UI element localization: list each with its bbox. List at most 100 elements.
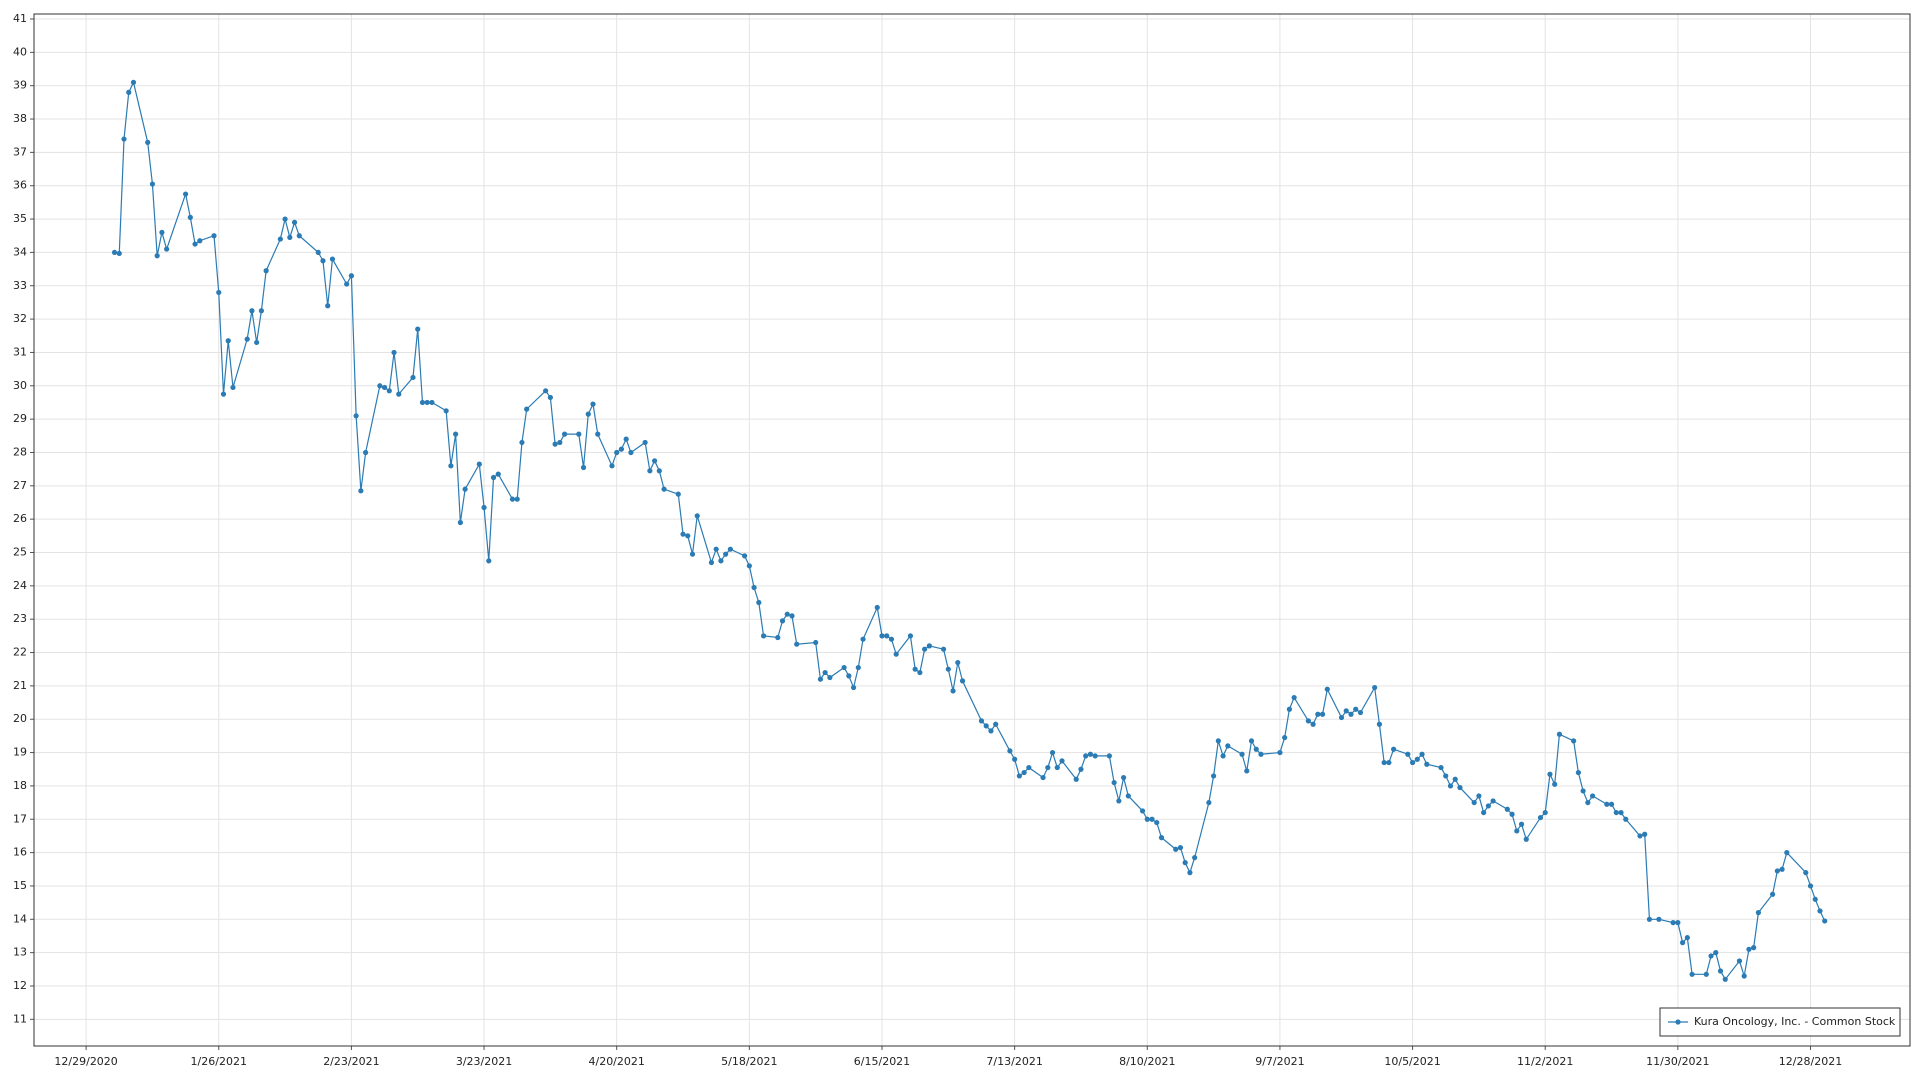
marker	[874, 604, 880, 611]
marker	[1405, 751, 1411, 757]
marker	[751, 584, 757, 591]
marker	[718, 558, 724, 564]
marker	[1457, 784, 1463, 791]
y-tick-label: 35	[13, 212, 27, 225]
y-tick-label: 40	[13, 45, 27, 58]
x-tick-label: 9/7/2021	[1255, 1055, 1304, 1068]
marker	[822, 669, 828, 676]
marker	[1187, 870, 1193, 876]
marker	[116, 250, 122, 257]
y-tick-label: 32	[13, 312, 27, 325]
marker	[1409, 759, 1416, 766]
marker	[1248, 738, 1255, 744]
marker	[651, 458, 658, 464]
marker	[1192, 855, 1198, 861]
marker	[396, 391, 402, 397]
marker	[694, 513, 700, 519]
marker	[642, 439, 648, 446]
y-tick-label: 28	[13, 445, 27, 458]
y-tick-label: 16	[13, 846, 27, 859]
marker	[443, 408, 449, 414]
marker	[1244, 768, 1250, 774]
marker	[1807, 883, 1814, 889]
marker	[211, 233, 217, 239]
marker	[1424, 761, 1430, 767]
y-tick-label: 27	[13, 479, 27, 492]
marker	[1708, 953, 1714, 959]
marker	[1604, 801, 1610, 807]
marker	[1139, 808, 1146, 814]
marker	[945, 666, 951, 672]
marker	[1537, 814, 1544, 821]
marker	[1083, 753, 1089, 759]
marker	[1637, 833, 1643, 839]
marker	[1452, 776, 1458, 782]
marker	[457, 519, 463, 526]
marker	[448, 463, 454, 469]
marker	[950, 688, 956, 694]
marker	[1348, 711, 1354, 717]
marker	[126, 89, 132, 95]
x-tick-label: 7/13/2021	[986, 1055, 1042, 1068]
marker	[1571, 738, 1577, 744]
marker	[1476, 793, 1482, 799]
marker	[912, 666, 918, 672]
marker	[1106, 753, 1112, 759]
marker	[614, 449, 620, 456]
y-tick-label: 22	[13, 646, 27, 659]
marker	[1021, 769, 1027, 776]
marker	[1391, 746, 1397, 752]
marker	[1049, 749, 1056, 756]
marker	[1026, 764, 1032, 771]
marker	[509, 496, 516, 502]
marker	[429, 399, 435, 406]
y-tick-label: 19	[13, 746, 27, 759]
marker	[263, 268, 269, 274]
marker	[1078, 766, 1084, 772]
marker	[1125, 793, 1131, 799]
marker	[1092, 753, 1098, 759]
marker	[514, 496, 520, 502]
marker	[1504, 806, 1510, 812]
marker	[377, 383, 383, 389]
marker	[817, 676, 824, 682]
marker	[742, 553, 748, 559]
marker	[386, 388, 392, 394]
marker	[1613, 809, 1619, 816]
marker	[1225, 743, 1231, 749]
marker	[1376, 721, 1383, 727]
marker	[779, 618, 786, 624]
marker	[287, 234, 293, 241]
marker	[1144, 816, 1150, 822]
marker	[543, 388, 549, 394]
marker	[1177, 845, 1184, 851]
marker	[476, 461, 482, 467]
marker	[1580, 788, 1586, 794]
x-tick-label: 1/26/2021	[191, 1055, 247, 1068]
marker	[1713, 950, 1719, 956]
marker	[1016, 773, 1022, 779]
marker	[1305, 718, 1311, 724]
x-tick-label: 10/5/2021	[1384, 1055, 1440, 1068]
marker	[794, 641, 800, 647]
marker	[884, 633, 890, 639]
marker	[1319, 711, 1326, 717]
marker	[1338, 714, 1345, 721]
marker	[1253, 746, 1259, 752]
marker	[424, 399, 430, 406]
marker	[547, 394, 553, 401]
marker	[1277, 749, 1283, 756]
marker	[277, 236, 283, 242]
marker	[680, 531, 686, 537]
marker	[481, 504, 487, 511]
marker	[192, 241, 198, 247]
marker	[1812, 896, 1818, 902]
marker	[1481, 809, 1487, 816]
marker	[348, 273, 355, 279]
marker	[1291, 694, 1297, 701]
marker	[159, 229, 165, 236]
marker	[1438, 764, 1444, 771]
marker	[1608, 801, 1615, 807]
marker	[609, 463, 615, 469]
marker	[576, 431, 582, 437]
